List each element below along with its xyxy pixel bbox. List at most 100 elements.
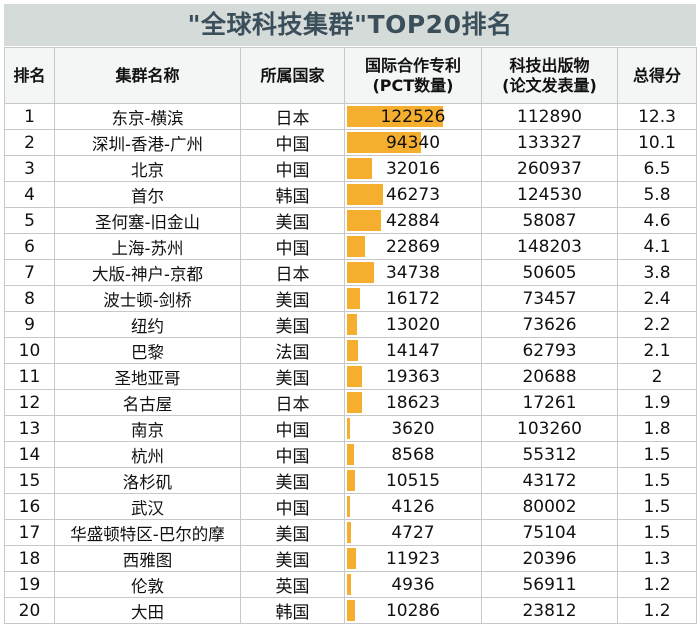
score-cell: 1.8 xyxy=(617,415,697,442)
table-row: 13 南京 中国 3620 103260 1.8 xyxy=(4,415,697,442)
pct-bar xyxy=(347,496,351,517)
table-row: 14 杭州 中国 8568 55312 1.5 xyxy=(4,441,697,468)
papers-cell: 58087 xyxy=(481,207,618,234)
pct-bar xyxy=(347,210,381,231)
rank-cell: 11 xyxy=(4,363,55,390)
pct-cell: 4936 xyxy=(344,571,482,598)
score-cell: 1.2 xyxy=(617,571,697,598)
rank-cell: 10 xyxy=(4,337,55,364)
papers-cell: 62793 xyxy=(481,337,618,364)
pct-value: 13020 xyxy=(385,314,441,335)
pct-cell: 22869 xyxy=(344,233,482,260)
table-row: 6 上海-苏州 中国 22869 148203 4.1 xyxy=(4,233,697,260)
pct-cell: 19363 xyxy=(344,363,482,390)
country-cell: 法国 xyxy=(240,337,345,364)
rank-cell: 1 xyxy=(4,103,55,130)
header-pct-line2: (PCT数量) xyxy=(372,75,454,95)
rank-cell: 9 xyxy=(4,311,55,338)
pct-cell: 122526 xyxy=(344,103,482,130)
pct-cell: 13020 xyxy=(344,311,482,338)
rank-cell: 16 xyxy=(4,493,55,520)
score-cell: 10.1 xyxy=(617,129,697,156)
country-cell: 日本 xyxy=(240,259,345,286)
papers-cell: 43172 xyxy=(481,467,618,494)
papers-cell: 260937 xyxy=(481,155,618,182)
cluster-name-cell: 波士顿-剑桥 xyxy=(54,285,241,312)
country-cell: 日本 xyxy=(240,389,345,416)
papers-cell: 20688 xyxy=(481,363,618,390)
pct-bar xyxy=(347,106,443,127)
pct-value: 11923 xyxy=(385,548,441,569)
table-row: 11 圣地亚哥 美国 19363 20688 2 xyxy=(4,363,697,390)
papers-cell: 17261 xyxy=(481,389,618,416)
cluster-name-cell: 深圳-香港-广州 xyxy=(54,129,241,156)
pct-cell: 10286 xyxy=(344,597,482,624)
score-cell: 1.5 xyxy=(617,441,697,468)
score-cell: 2.1 xyxy=(617,337,697,364)
pct-bar xyxy=(347,444,354,465)
pct-bar xyxy=(347,288,360,309)
score-cell: 1.5 xyxy=(617,493,697,520)
country-cell: 美国 xyxy=(240,311,345,338)
pct-bar xyxy=(347,236,365,257)
pct-value: 32016 xyxy=(385,158,441,179)
cluster-name-cell: 圣地亚哥 xyxy=(54,363,241,390)
pct-value: 8568 xyxy=(391,444,435,465)
rank-cell: 18 xyxy=(4,545,55,572)
header-papers-line2: (论文发表量) xyxy=(502,75,597,95)
table-title: "全球科技集群"TOP20排名 xyxy=(4,4,696,46)
country-cell: 中国 xyxy=(240,415,345,442)
score-cell: 3.8 xyxy=(617,259,697,286)
table-row: 8 波士顿-剑桥 美国 16172 73457 2.4 xyxy=(4,285,697,312)
cluster-name-cell: 首尔 xyxy=(54,181,241,208)
table-row: 17 华盛顿特区-巴尔的摩 美国 4727 75104 1.5 xyxy=(4,519,697,546)
rank-cell: 17 xyxy=(4,519,55,546)
rank-cell: 12 xyxy=(4,389,55,416)
pct-bar xyxy=(347,184,384,205)
pct-bar xyxy=(347,418,350,439)
pct-bar xyxy=(347,262,375,283)
country-cell: 美国 xyxy=(240,207,345,234)
pct-cell: 32016 xyxy=(344,155,482,182)
rank-cell: 5 xyxy=(4,207,55,234)
pct-bar xyxy=(347,600,356,621)
cluster-name-cell: 上海-苏州 xyxy=(54,233,241,260)
rank-cell: 4 xyxy=(4,181,55,208)
cluster-name-cell: 纽约 xyxy=(54,311,241,338)
pct-value: 4727 xyxy=(391,522,435,543)
papers-cell: 148203 xyxy=(481,233,618,260)
table-row: 5 圣何塞-旧金山 美国 42884 58087 4.6 xyxy=(4,207,697,234)
header-pct-line1: 国际合作专利 xyxy=(364,55,461,75)
country-cell: 美国 xyxy=(240,519,345,546)
pct-bar xyxy=(347,340,359,361)
papers-cell: 20396 xyxy=(481,545,618,572)
pct-bar xyxy=(347,132,421,153)
rank-cell: 19 xyxy=(4,571,55,598)
country-cell: 美国 xyxy=(240,545,345,572)
pct-cell: 4126 xyxy=(344,493,482,520)
score-cell: 2.4 xyxy=(617,285,697,312)
cluster-name-cell: 大田 xyxy=(54,597,241,624)
header-row: 排名 集群名称 所属国家 国际合作专利 (PCT数量) 科技出版物 (论文发表量… xyxy=(4,47,697,104)
score-cell: 12.3 xyxy=(617,103,697,130)
papers-cell: 56911 xyxy=(481,571,618,598)
table-row: 2 深圳-香港-广州 中国 94340 133327 10.1 xyxy=(4,129,697,156)
rank-cell: 7 xyxy=(4,259,55,286)
pct-bar xyxy=(347,548,357,569)
pct-value: 3620 xyxy=(391,418,435,439)
pct-cell: 16172 xyxy=(344,285,482,312)
pct-cell: 46273 xyxy=(344,181,482,208)
score-cell: 6.5 xyxy=(617,155,697,182)
pct-bar xyxy=(347,392,362,413)
score-cell: 2.2 xyxy=(617,311,697,338)
table-row: 12 名古屋 日本 18623 17261 1.9 xyxy=(4,389,697,416)
score-cell: 1.5 xyxy=(617,467,697,494)
pct-value: 22869 xyxy=(385,236,441,257)
cluster-name-cell: 武汉 xyxy=(54,493,241,520)
score-cell: 4.6 xyxy=(617,207,697,234)
cluster-name-cell: 圣何塞-旧金山 xyxy=(54,207,241,234)
pct-value: 4126 xyxy=(391,496,435,517)
pct-cell: 18623 xyxy=(344,389,482,416)
papers-cell: 55312 xyxy=(481,441,618,468)
